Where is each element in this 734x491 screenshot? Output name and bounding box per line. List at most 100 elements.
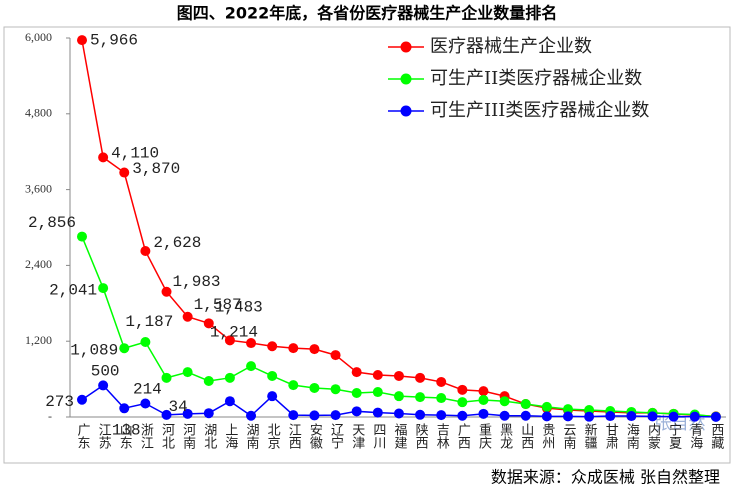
point [203, 375, 214, 386]
point [478, 386, 489, 397]
point [98, 380, 109, 391]
point [309, 410, 320, 421]
y-tick-label: 4,800 [25, 106, 52, 120]
legend-marker [400, 73, 412, 85]
data-label: 5,966 [90, 31, 138, 49]
x-tick-label: 河南 [180, 423, 196, 449]
point [562, 411, 573, 422]
point [668, 411, 679, 422]
point [393, 391, 404, 402]
point [436, 376, 447, 387]
point [415, 372, 426, 383]
point [203, 408, 214, 419]
point [267, 391, 278, 402]
x-tick-label: 湖南 [244, 423, 259, 449]
x-tick-label: 陕西 [413, 423, 429, 449]
point [119, 403, 130, 414]
point [478, 408, 489, 419]
source-note: 数据来源：众成医械 张自然整理 [491, 468, 720, 487]
point [267, 370, 278, 381]
point [584, 411, 595, 422]
legend-label: 医疗器械生产企业数 [430, 36, 592, 57]
point [309, 344, 320, 355]
x-tick-label: 四川 [370, 423, 386, 449]
point [98, 152, 109, 163]
point [77, 231, 87, 242]
point [351, 406, 362, 417]
point [499, 410, 510, 421]
x-tick-label: 江西 [286, 423, 302, 449]
point [393, 370, 404, 381]
point [182, 367, 193, 378]
point [562, 404, 573, 415]
point [457, 397, 468, 408]
point [372, 369, 383, 380]
data-label: 2,628 [153, 234, 201, 252]
point [330, 350, 341, 361]
data-label: 4,110 [111, 145, 159, 163]
x-tick-label: 青海 [687, 423, 703, 449]
point [351, 367, 362, 378]
point [119, 343, 130, 354]
x-tick-label: 天津 [349, 423, 365, 449]
point [246, 361, 257, 372]
point [520, 410, 531, 421]
point [372, 387, 383, 398]
point [689, 411, 700, 422]
x-tick-label: 黑龙 [497, 423, 512, 450]
point [478, 394, 489, 405]
legend-label: 可生产III类医疗器械企业数 [430, 100, 649, 121]
x-tick-label: 辽宁 [328, 423, 344, 449]
point [393, 408, 404, 419]
point [710, 411, 721, 422]
series-line [81, 236, 716, 418]
legend-marker [400, 41, 412, 53]
point [288, 410, 299, 421]
point [541, 411, 552, 422]
series-line [81, 40, 716, 418]
x-tick-label: 河北 [159, 423, 175, 450]
data-label: 1,983 [173, 273, 221, 291]
point [288, 380, 299, 391]
data-label: 1,214 [210, 324, 258, 342]
point [140, 337, 151, 348]
point [224, 396, 235, 407]
point [182, 311, 193, 322]
data-label: 2,041 [49, 281, 97, 299]
point [224, 335, 235, 346]
x-tick-label: 广东 [75, 423, 91, 449]
point [203, 318, 214, 329]
x-tick-label: 浙江 [138, 423, 154, 449]
x-tick-label: 海南 [624, 423, 640, 449]
point [330, 384, 341, 395]
x-tick-label: 吉林 [434, 423, 450, 449]
x-tick-label: 甘肃 [603, 423, 619, 449]
x-tick-label: 重庆 [476, 422, 492, 449]
x-tick-label: 内蒙 [645, 422, 661, 449]
point [161, 286, 172, 297]
y-tick-label: 2,400 [25, 257, 52, 271]
x-tick-label: 上海 [222, 423, 238, 449]
point [182, 408, 193, 419]
data-label: 2,856 [28, 214, 76, 232]
point [246, 410, 257, 421]
point [77, 35, 87, 46]
data-label: 1,587 [194, 296, 242, 314]
point [77, 394, 87, 405]
x-tick-label: 湖北 [201, 423, 217, 450]
x-tick-label: 北京 [265, 423, 281, 449]
data-label: 214 [133, 381, 162, 399]
point [605, 411, 616, 422]
point [330, 410, 341, 421]
data-label: 34 [169, 398, 188, 416]
point [309, 382, 320, 393]
point [626, 411, 637, 422]
point [541, 401, 552, 412]
legend-label: 可生产II类医疗器械企业数 [430, 68, 642, 89]
chart-frame [3, 26, 731, 464]
x-tick-label: 安徽 [307, 423, 323, 449]
x-tick-label: 云南 [560, 423, 576, 449]
point [499, 396, 510, 407]
x-tick-label: 新疆 [582, 422, 598, 449]
point [436, 410, 447, 421]
